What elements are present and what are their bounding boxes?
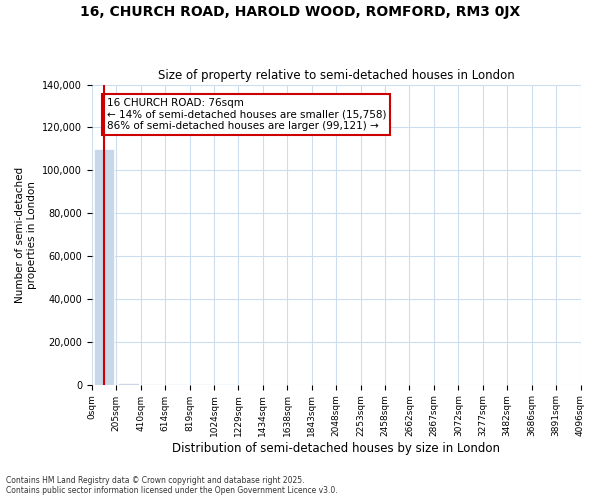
Bar <box>94 149 115 384</box>
X-axis label: Distribution of semi-detached houses by size in London: Distribution of semi-detached houses by … <box>172 442 500 455</box>
Title: Size of property relative to semi-detached houses in London: Size of property relative to semi-detach… <box>158 69 515 82</box>
Y-axis label: Number of semi-detached
properties in London: Number of semi-detached properties in Lo… <box>15 166 37 302</box>
Bar <box>118 383 139 384</box>
Text: 16 CHURCH ROAD: 76sqm
← 14% of semi-detached houses are smaller (15,758)
86% of : 16 CHURCH ROAD: 76sqm ← 14% of semi-deta… <box>107 98 386 132</box>
Text: Contains HM Land Registry data © Crown copyright and database right 2025.
Contai: Contains HM Land Registry data © Crown c… <box>6 476 338 495</box>
Text: 16, CHURCH ROAD, HAROLD WOOD, ROMFORD, RM3 0JX: 16, CHURCH ROAD, HAROLD WOOD, ROMFORD, R… <box>80 5 520 19</box>
